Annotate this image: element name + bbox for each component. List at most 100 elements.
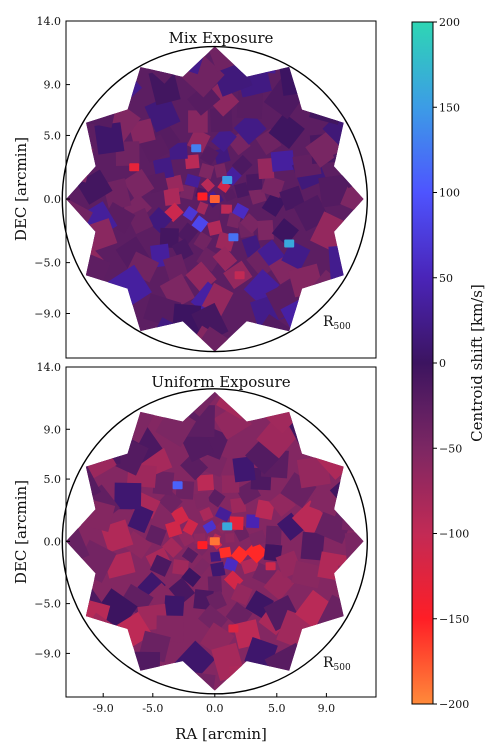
- colorbar-tick-label: 200: [439, 16, 460, 29]
- colorbar-gradient: [411, 21, 434, 705]
- mosaic-cell: [202, 520, 217, 534]
- mosaic-cell: [210, 561, 226, 578]
- colorbar-tick-label: 50: [439, 272, 453, 285]
- colorbar-tick-label: 150: [439, 101, 460, 114]
- mosaic-cell: [291, 560, 323, 589]
- mosaic-cell: [309, 82, 348, 125]
- mosaic-cell: [170, 506, 190, 526]
- mosaic-cell: [199, 506, 214, 522]
- mosaic-cell: [234, 182, 250, 199]
- mosaic-cell: [143, 293, 182, 328]
- mosaic-cell: [196, 474, 215, 491]
- mosaic-cell: [152, 470, 175, 496]
- mosaic-cell: [146, 582, 176, 612]
- colorbar-tick-label: −150: [439, 613, 469, 626]
- mosaic-cell: [246, 514, 260, 529]
- mosaic-cell: [184, 173, 201, 188]
- mosaic-cell: [177, 670, 216, 691]
- mosaic-cell: [341, 497, 364, 533]
- mosaic-cell: [230, 545, 249, 564]
- plot-frame: [65, 20, 377, 359]
- mosaic-cell: [230, 582, 253, 606]
- mosaic-cell: [159, 227, 179, 249]
- hot-spot-cell: [222, 522, 233, 531]
- mosaic-cell: [114, 482, 142, 510]
- mosaic-cell: [223, 557, 239, 572]
- colorbar-ticks: 200 150 100 50 0 −50 −100 −150 −200: [433, 16, 469, 711]
- mosaic-cell: [294, 589, 335, 630]
- mosaic-cell: [344, 531, 364, 567]
- mosaic-cell: [181, 567, 202, 588]
- hot-spot-cell: [284, 239, 295, 248]
- mosaic-cell: [245, 437, 282, 475]
- y-tick-label: −5.0: [34, 598, 61, 611]
- mosaic-cell: [180, 53, 225, 98]
- mosaic-cell: [188, 110, 208, 133]
- mosaic-cell: [198, 604, 228, 634]
- colorbar-tick-label: 100: [439, 187, 460, 200]
- x-tick-label: 9.0: [318, 702, 336, 715]
- mosaic-cell: [211, 125, 237, 153]
- panel-uniform-exposure: Uniform Exposure R500 14.0 9.0 5.0 0.0 −5.0 −…: [12, 361, 377, 743]
- mosaic-cell: [184, 154, 200, 170]
- y-tick-label: 0.0: [44, 193, 62, 206]
- mosaic-cell: [193, 557, 211, 576]
- mosaic-cell: [230, 497, 247, 514]
- mosaic-cell: [217, 179, 231, 194]
- mosaic-cell: [163, 187, 181, 206]
- x-tick-label: 5.0: [268, 702, 286, 715]
- x-axis-label: RA [arcmin]: [175, 725, 267, 743]
- mosaic-cell: [168, 577, 196, 605]
- mosaic-cell: [281, 240, 311, 271]
- mosaic-cell: [210, 551, 222, 562]
- y-tick-label: 5.0: [44, 129, 62, 142]
- hot-spots-uniform: [172, 481, 276, 633]
- mosaic-cell: [172, 559, 189, 576]
- mosaic-cell: [215, 521, 229, 535]
- mosaic-cell: [144, 95, 181, 133]
- mosaic-cell: [337, 562, 364, 603]
- mosaic-cell: [163, 595, 185, 620]
- mosaic-cell: [263, 569, 295, 601]
- r500-circle: [61, 45, 369, 353]
- mosaic-cell: [207, 575, 223, 594]
- mosaic-cell: [66, 520, 90, 567]
- mosaic-cell: [260, 175, 285, 198]
- mosaic-cell: [193, 231, 213, 251]
- mosaic-cell: [257, 157, 275, 180]
- mosaic-cell: [248, 529, 267, 547]
- mosaic-cell: [221, 475, 240, 493]
- mosaic-cell: [190, 326, 237, 352]
- mosaic-cell: [187, 82, 221, 116]
- mosaic-cell: [221, 204, 232, 214]
- mosaic-cell: [191, 215, 209, 233]
- y-axis-ticks: 14.0 9.0 5.0 0.0 −5.0 −9.0: [34, 15, 70, 320]
- y-tick-label: 9.0: [44, 423, 62, 436]
- hot-spot-cell: [129, 163, 140, 172]
- hot-spot-cell: [222, 176, 233, 184]
- y-tick-label: 14.0: [37, 361, 62, 374]
- y-tick-label: 5.0: [44, 473, 62, 486]
- mosaic-cell: [162, 537, 183, 558]
- mosaic-cell: [145, 524, 167, 546]
- hot-spot-cell: [234, 271, 245, 280]
- mosaic-cell: [101, 202, 136, 234]
- mosaic-cell: [229, 516, 244, 531]
- mosaic-cell: [268, 112, 305, 149]
- colorbar-tick-label: −100: [439, 528, 469, 541]
- mosaic-cell: [122, 168, 155, 201]
- mosaic-cell: [261, 192, 286, 217]
- panel-mix-exposure: Mix Exposure R500 14.09.05.00.0−5.0−9.0 …: [12, 15, 377, 359]
- mosaic-cell: [213, 147, 231, 165]
- mosaic-cell: [204, 81, 240, 117]
- mosaic-cell: [165, 520, 183, 538]
- mosaic-cell: [149, 554, 172, 577]
- hot-spot-cell: [228, 233, 239, 242]
- plot-frame: [65, 366, 377, 698]
- mosaic-cell: [168, 142, 188, 160]
- x-tick-label: -5.0: [142, 702, 163, 715]
- mosaic-cell: [214, 506, 232, 523]
- mosaic-cell: [209, 209, 219, 220]
- mosaic-cell: [94, 122, 125, 155]
